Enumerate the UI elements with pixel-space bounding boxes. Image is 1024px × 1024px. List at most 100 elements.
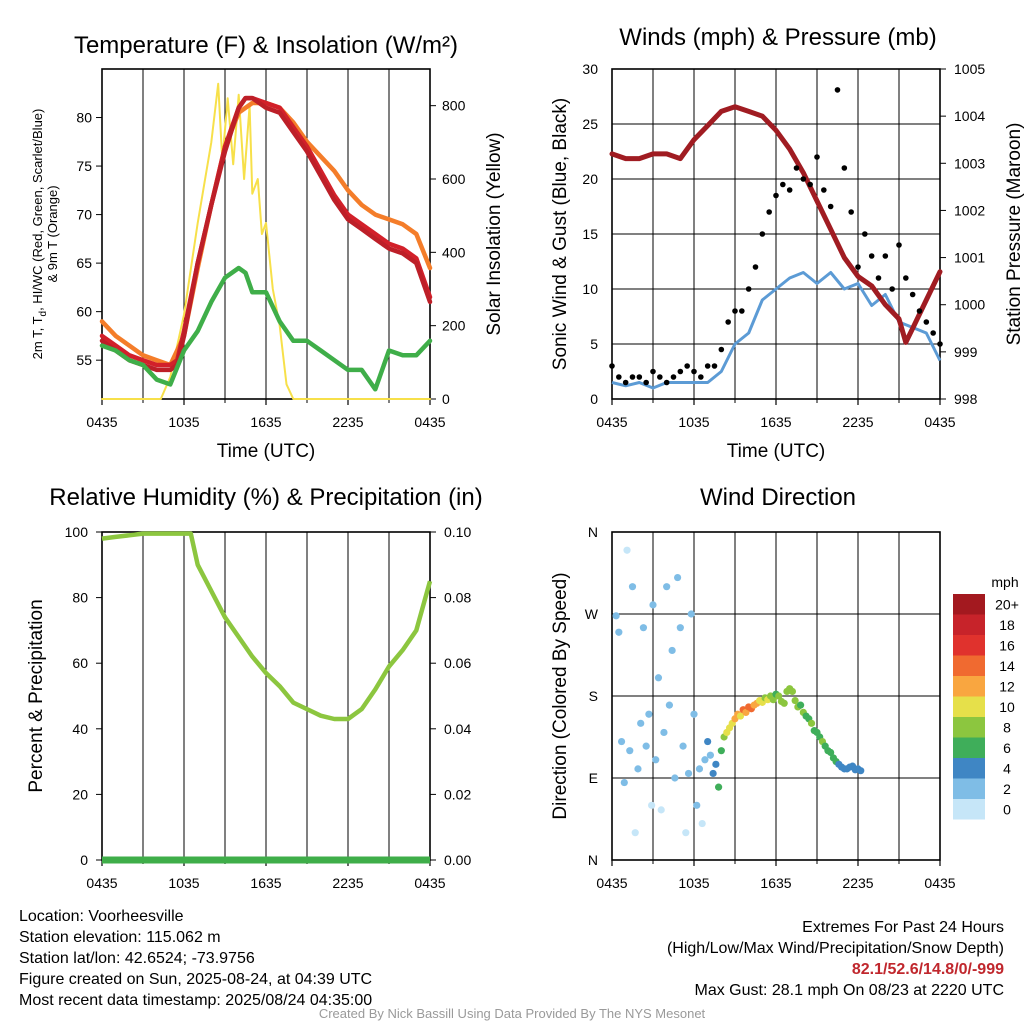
gust-point [896,242,902,248]
y2-tick-label: 1001 [954,250,985,266]
y-tick-label: 100 [65,524,89,540]
x-tick-label: 1635 [250,875,281,891]
x-tick-label: 1035 [168,875,199,891]
legend-label: 8 [1003,719,1011,735]
x-tick-label: 1035 [678,875,709,891]
y-axis-label: 2m T, Td, HI/WC (Red, Green, Scarlet/Blu… [30,109,60,360]
direction-point [634,765,642,773]
x-axis-label: Time (UTC) [217,441,316,462]
legend-label: 14 [999,658,1015,674]
station-location: Location: Voorheesville [19,908,184,925]
direction-point [704,737,712,746]
direction-point [715,783,723,791]
direction-point [693,801,701,809]
gust-point [780,181,786,188]
y-tick-label: 5 [590,336,598,352]
direction-point [642,742,650,750]
gust-point [821,187,827,193]
x-tick-label: 0435 [924,875,955,891]
legend-swatch [953,717,985,738]
y-axis-label: Percent & Precipitation [26,599,47,792]
x-tick-label: 2235 [332,875,363,891]
direction-point [620,778,628,787]
y-tick-label: 20 [72,786,88,802]
series-dewpoint [99,265,433,392]
legend-label: 6 [1003,740,1011,756]
y-axis-label-line2: & 9m T (Orange) [45,185,60,282]
x-tick-label: 0435 [414,875,445,891]
direction-point [660,728,668,737]
x-tick-label: 0435 [596,414,627,430]
x-tick-label: 1035 [168,414,199,430]
gust-point [786,187,793,193]
y-tick-label: 80 [76,110,92,126]
legend-label: 18 [999,617,1015,633]
direction-point [679,742,687,750]
legend-label: 10 [999,699,1015,715]
y-tick-label: W [585,606,599,622]
legend-label: 12 [999,678,1015,694]
direction-point [695,765,704,773]
gust-point [629,374,636,380]
x-axis-label: Time (UTC) [727,441,826,462]
legend-swatch [953,737,985,758]
y2-tick-label: 1002 [954,202,985,218]
x-tick-label: 0435 [596,875,627,891]
direction-point [671,774,679,782]
y-tick-label: 30 [582,61,598,77]
gust-point [698,374,704,380]
gust-point [923,319,930,325]
gust-point [807,181,813,188]
y2-tick-label: 0 [442,391,450,407]
gust-point [677,368,684,375]
y2-tick-label: 1000 [954,297,985,313]
panel-4: 0435 1035 1635 2235 0435 Wind Direction N E S W N D… [550,484,1019,891]
y2-tick-label: 400 [442,244,466,260]
gust-point [841,165,848,171]
gust-point [909,291,916,298]
station-elevation: Station elevation: 115.062 m [19,929,221,946]
direction-point [788,687,797,696]
y-tick-label: 60 [76,304,92,320]
gust-point [718,346,725,353]
direction-point [827,748,835,757]
x-tick-label: 2235 [842,414,873,430]
y2-tick-label: 1004 [954,108,985,124]
y-axis-label: Direction (Colored By Speed) [550,572,571,819]
gust-point [759,231,766,237]
y2-tick-label: 0.10 [444,524,471,540]
y2-tick-label: 600 [442,171,466,187]
figure-created: Figure created on Sun, 2025-08-24, at 04… [19,971,373,988]
direction-point [857,767,865,775]
gust-point [670,374,677,380]
x-tick-label: 1035 [678,414,709,430]
x-tick-label: 1635 [760,875,791,891]
direction-point [615,628,623,636]
extremes-title: Extremes For Past 24 Hours [802,919,1004,936]
gust-point [766,209,772,215]
direction-point [639,624,648,632]
gust-point [616,374,622,380]
speed-legend: mph 20+ 18 16 14 12 10 8 6 4 2 0 [953,574,1019,820]
gust-point [609,363,615,369]
y-tick-label: 20 [582,171,598,187]
direction-point [797,701,805,709]
y-tick-label: 15 [582,226,598,242]
direction-point [665,701,674,709]
panel-title: Winds (mph) & Pressure (mb) [619,24,936,51]
direction-point [701,756,709,764]
x-tick-label: 1635 [250,414,281,430]
y-axis-label: Sonic Wind & Gust (Blue, Black) [550,98,571,370]
credit-line: Created By Nick Bassill Using Data Provi… [318,1006,706,1021]
gust-point [814,154,820,160]
gust-point [930,330,936,336]
direction-point [687,610,695,618]
direction-point [657,806,665,814]
legend-label: 16 [999,637,1015,653]
gust-point [684,363,690,369]
legend-swatch [953,778,985,799]
panel-3: 0435 1035 1635 2235 0435 Relative Humidity (%… [26,484,483,891]
legend-swatch [953,635,985,656]
gust-point [834,87,841,93]
